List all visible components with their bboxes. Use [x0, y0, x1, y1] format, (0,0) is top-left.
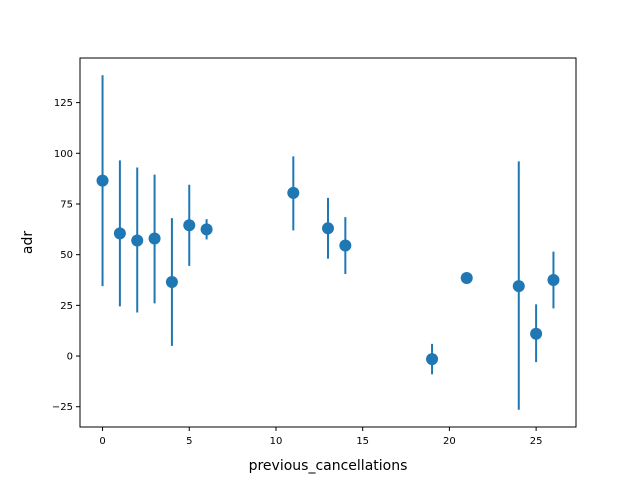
y-axis-title: adr: [20, 231, 36, 254]
y-tick-label: 75: [60, 199, 73, 210]
y-tick-label: 50: [60, 250, 73, 261]
data-points: [96, 174, 560, 366]
y-tick-label: 100: [54, 149, 73, 160]
x-tick-label: 10: [270, 436, 283, 447]
x-tick-label: 5: [186, 436, 192, 447]
data-point: [339, 239, 352, 252]
data-point: [96, 174, 109, 187]
y-tick-label: 0: [67, 352, 73, 363]
data-point: [113, 227, 126, 240]
y-tick-label: 25: [60, 301, 73, 312]
x-tick-label: 15: [356, 436, 369, 447]
data-point: [287, 186, 300, 199]
x-tick-label: 20: [443, 436, 456, 447]
x-tick-label: 0: [99, 436, 105, 447]
data-point: [426, 353, 439, 366]
axes-frame: [79, 57, 577, 428]
data-point: [460, 271, 473, 284]
data-point: [183, 219, 196, 232]
data-point: [322, 222, 334, 235]
data-point: [547, 274, 560, 287]
y-tick-label: 125: [54, 98, 73, 109]
data-point: [512, 280, 525, 293]
data-point: [131, 234, 144, 247]
x-axis-title: previous_cancellations: [249, 458, 408, 474]
data-point: [200, 223, 213, 236]
y-tick-label: −25: [52, 402, 73, 413]
x-axis-ticks: 0 5 10 15 20 25: [99, 427, 542, 447]
data-point: [148, 232, 161, 245]
data-point: [165, 276, 178, 289]
y-axis-ticks: −25 0 25 50 75 100 125: [52, 98, 80, 413]
data-point: [530, 327, 543, 340]
x-tick-label: 25: [530, 436, 543, 447]
